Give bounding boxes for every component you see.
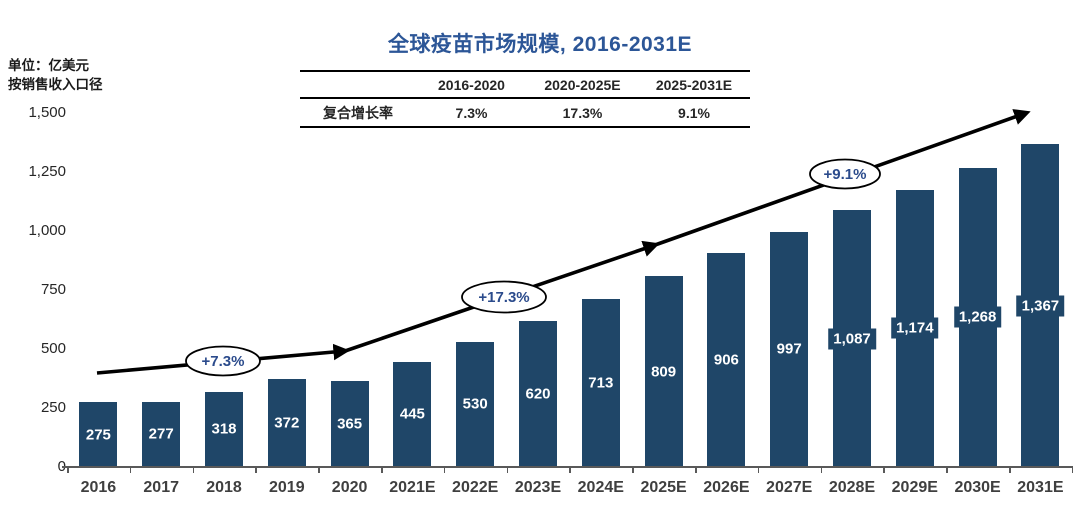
- x-axis-category-label: 2016: [80, 479, 117, 496]
- bar-2016: [79, 402, 118, 467]
- bar-2019: [267, 379, 306, 467]
- x-axis-tick-mark: [820, 466, 823, 473]
- cagr-table-col-2025-2031e: 2025-2031E: [655, 76, 733, 93]
- x-axis-tick-mark: [443, 466, 446, 473]
- cagr-value-2016-2020: 7.3%: [455, 104, 488, 121]
- bar-value-label: 809: [651, 363, 677, 381]
- bar-value-label: 372: [274, 414, 300, 432]
- x-axis-line: [62, 465, 1072, 468]
- cagr-annotation-label-1: +7.3%: [202, 353, 245, 370]
- x-axis-tick-mark: [129, 466, 132, 473]
- x-axis-tick-mark: [318, 466, 320, 473]
- bar-value-label: 530: [462, 395, 488, 413]
- bar-2022E: [456, 341, 495, 467]
- bar-value-label: 1,087: [828, 328, 876, 350]
- x-axis-tick-mark: [67, 466, 69, 473]
- y-axis-tick-label: 500: [40, 340, 66, 357]
- cagr-annotation-bubble-3: [809, 158, 881, 190]
- bar-value-label: 620: [525, 385, 551, 403]
- x-axis-category-label: 2018: [206, 479, 242, 496]
- bar-value-label: 275: [85, 426, 111, 444]
- bar-value-label: 1,268: [953, 306, 1002, 328]
- cagr-annotation-bubble-2: [461, 280, 547, 314]
- bar-value-label: 906: [713, 351, 739, 369]
- unit-note-line1: 单位：亿美元: [8, 58, 89, 73]
- bar-value-label: 1,367: [1016, 295, 1065, 317]
- x-axis-category-label: 2019: [269, 479, 305, 496]
- x-axis-tick-mark: [192, 466, 195, 473]
- cagr-table-header-row: 2016-2020 2020-2025E 2025-2031E: [300, 72, 750, 99]
- bar-value-label: 318: [211, 420, 237, 438]
- chart-title: 全球疫苗市场规模, 2016-2031E: [387, 33, 693, 56]
- y-axis-tick-label: 250: [40, 399, 66, 416]
- x-axis-category-label: 2027E: [766, 479, 813, 496]
- y-axis-tick-label: 750: [40, 281, 66, 298]
- unit-note: 单位：亿美元 按销售收入口径: [8, 57, 103, 95]
- bar-value-label: 365: [337, 415, 363, 433]
- y-axis-tick-label: 0: [0, 458, 66, 475]
- bar-2026E: [707, 253, 746, 467]
- x-axis-category-label: 2017: [143, 479, 179, 496]
- x-axis-category-label: 2020: [331, 479, 368, 496]
- x-axis-category-label: 2025E: [640, 479, 687, 496]
- bar-value-label: 1,174: [891, 317, 939, 339]
- cagr-table-data-row: 复合增长率 7.3% 17.3% 9.1%: [300, 99, 750, 126]
- bar-2020: [330, 380, 369, 467]
- x-axis-tick-mark: [757, 466, 760, 473]
- x-axis-tick-mark: [381, 466, 383, 473]
- cagr-table-col-2016-2020: 2016-2020: [438, 76, 505, 93]
- cagr-row-label: 复合增长率: [323, 104, 393, 121]
- x-axis-category-label: 2028E: [828, 479, 876, 496]
- x-axis-tick-mark: [569, 466, 571, 473]
- x-axis-category-label: 2026E: [703, 479, 750, 496]
- bar-value-label: 713: [588, 374, 614, 392]
- x-axis-tick-mark: [255, 466, 257, 473]
- cagr-table-col-2020-2025e: 2020-2025E: [544, 76, 621, 93]
- y-axis-tick-label: 1,500: [28, 104, 66, 121]
- cagr-annotation-label-3: +9.1%: [824, 166, 867, 183]
- bar-2018: [205, 391, 243, 467]
- x-axis-category-label: 2030E: [954, 479, 1001, 496]
- bar-2027E: [770, 231, 809, 467]
- x-axis-tick-mark: [695, 466, 697, 473]
- cagr-value-2020-2025e: 17.3%: [562, 104, 603, 121]
- x-axis-category-label: 2024E: [577, 479, 624, 496]
- bar-2017: [142, 401, 181, 467]
- x-axis-tick-mark: [506, 466, 509, 473]
- x-axis-category-label: 2021E: [389, 479, 436, 496]
- cagr-value-2025-2031e: 9.1%: [678, 104, 710, 121]
- y-axis-tick-label: 1,000: [28, 222, 66, 239]
- y-axis-tick-label: 1,250: [28, 163, 66, 180]
- x-axis-category-label: 2029E: [891, 479, 938, 496]
- x-axis-category-label: 2022E: [452, 479, 499, 496]
- bar-value-label: 277: [148, 425, 174, 443]
- bar-value-label: 997: [776, 340, 802, 358]
- cagr-annotation-label-2: +17.3%: [478, 289, 529, 306]
- x-axis-category-label: 2023E: [514, 479, 562, 496]
- cagr-table: 2016-2020 2020-2025E 2025-2031E 复合增长率 7.…: [300, 70, 750, 128]
- x-axis-tick-mark: [883, 466, 885, 473]
- x-axis-tick-mark: [946, 466, 948, 473]
- x-axis-tick-mark: [632, 466, 634, 473]
- bar-2021E: [393, 361, 432, 467]
- x-axis-tick-mark: [1009, 466, 1011, 473]
- trend-line-segment-1: [96, 343, 350, 375]
- cagr-table-corner-cell: [300, 72, 416, 97]
- x-axis-category-label: 2031E: [1017, 479, 1064, 496]
- x-axis-tick-mark: [1071, 466, 1074, 473]
- unit-note-line2: 按销售收入口径: [8, 76, 103, 92]
- cagr-annotation-bubble-1: [185, 345, 261, 377]
- bar-value-label: 445: [399, 405, 425, 423]
